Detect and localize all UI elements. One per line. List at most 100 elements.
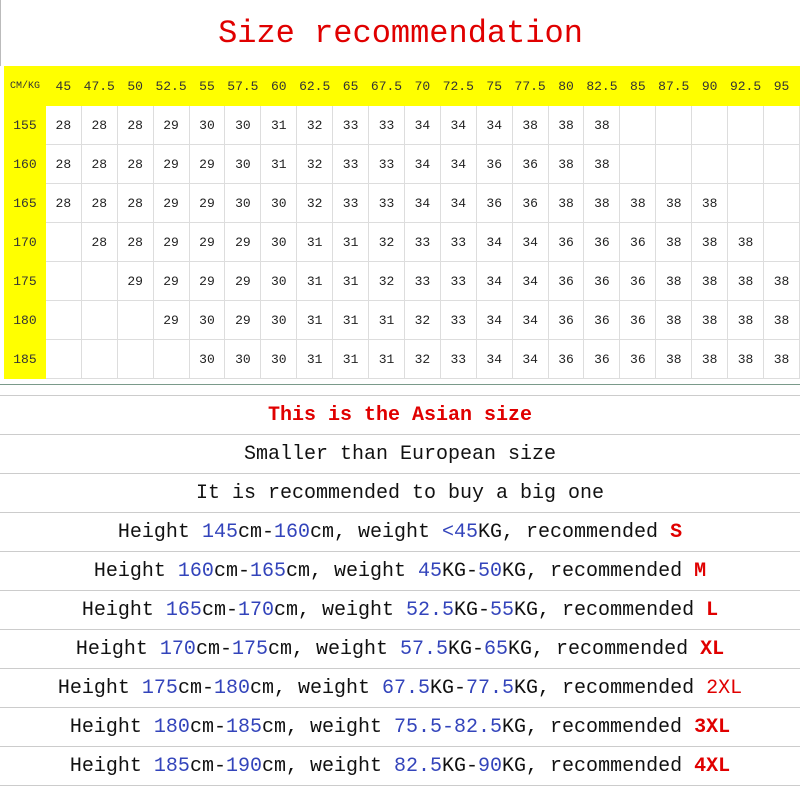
note-segment: 185 — [225, 715, 262, 739]
table-row: 160 28 28 28 29 29 30 31 32 33 33 34 34 36 36 38 38 — [4, 144, 800, 184]
size-cell: 29 — [188, 144, 226, 184]
size-cell: 33 — [439, 261, 477, 301]
note-segment: KG- — [454, 598, 491, 622]
size-cell: 34 — [511, 261, 549, 301]
size-cell — [691, 105, 729, 145]
size-cell: 29 — [224, 261, 262, 301]
size-cell: 30 — [188, 300, 226, 340]
size-cell: 38 — [547, 144, 585, 184]
size-cell: 38 — [655, 183, 693, 223]
size-cell: 30 — [224, 183, 262, 223]
table-row: 185 30 30 30 31 31 31 32 33 34 34 36 36 36 38 38 38 38 — [4, 339, 800, 379]
note-segment: KG, recommended — [502, 715, 695, 739]
size-cell: 34 — [475, 300, 513, 340]
note-segment: 170 — [159, 637, 196, 661]
size-cell: 36 — [619, 300, 657, 340]
note-segment: 90 — [478, 754, 503, 778]
size-cell: 32 — [403, 339, 441, 379]
size-cell: 38 — [727, 261, 765, 301]
size-cell: 30 — [188, 339, 226, 379]
size-cell — [691, 144, 729, 184]
size-cell: 38 — [727, 222, 765, 262]
size-cell: 38 — [583, 183, 621, 223]
table-row: 180 29 30 29 30 31 31 31 32 33 34 34 36 36 36 38 38 38 38 — [4, 300, 800, 340]
size-cell: 38 — [511, 105, 549, 145]
size-table: CM/KG 45 47.5 50 52.5 55 57.5 60 62.5 65 67.5 70 72.… — [4, 66, 800, 379]
note-segment: This is the Asian size — [267, 403, 533, 427]
weight-header: 72.5 — [439, 66, 477, 106]
size-cell: 34 — [511, 222, 549, 262]
weight-header: 70 — [403, 66, 441, 106]
size-cell: 32 — [368, 222, 405, 262]
size-cell: 28 — [80, 222, 118, 262]
note-segment: cm, weight — [261, 715, 394, 739]
weight-header: 67.5 — [368, 66, 405, 106]
size-cell: 33 — [439, 339, 477, 379]
size-cell: 34 — [475, 261, 513, 301]
size-cell: 28 — [116, 105, 154, 145]
size-cell: 29 — [152, 261, 190, 301]
height-header: 170 — [4, 222, 46, 262]
size-cell: 29 — [188, 183, 226, 223]
note-segment: Height — [93, 559, 178, 583]
weight-header: 57.5 — [224, 66, 262, 106]
size-cell: 30 — [224, 339, 262, 379]
size-cell: 29 — [188, 222, 226, 262]
note-segment: 175 — [231, 637, 268, 661]
size-cell — [619, 105, 657, 145]
size-cell: 36 — [547, 261, 585, 301]
size-cell: 29 — [224, 300, 262, 340]
note-segment: Height — [69, 715, 154, 739]
size-cell — [44, 261, 82, 301]
weight-header: 55 — [188, 66, 226, 106]
note-segment: S — [670, 520, 683, 544]
note-segment: 57.5 — [400, 637, 449, 661]
size-cell: 36 — [511, 183, 549, 223]
weight-header: 80 — [547, 66, 585, 106]
note-segment: cm, weight — [249, 676, 382, 700]
size-cell: 34 — [475, 222, 513, 262]
note-segment: Smaller than European size — [243, 442, 557, 466]
table-row: 175 29 29 29 29 30 31 31 32 33 33 34 34 36 36 36 38 38 38 3… — [4, 261, 800, 301]
weight-header: 50 — [116, 66, 154, 106]
size-cell: 36 — [583, 222, 621, 262]
size-cell: 31 — [332, 222, 370, 262]
size-cell — [619, 144, 657, 184]
size-cell: 38 — [727, 300, 765, 340]
size-cell — [44, 222, 82, 262]
note-line: Height 165 cm- 170 cm, weight 52.5 KG- 55 KG, … — [0, 591, 800, 630]
size-cell: 38 — [655, 339, 693, 379]
height-header: 165 — [4, 183, 46, 223]
size-cell: 28 — [116, 183, 154, 223]
size-cell: 33 — [439, 300, 477, 340]
size-cell: 31 — [260, 144, 298, 184]
size-cell: 33 — [368, 183, 405, 223]
size-cell: 30 — [260, 261, 298, 301]
note-segment: 160 — [177, 559, 214, 583]
note-segment: 82.5 — [394, 754, 443, 778]
size-cell: 36 — [583, 261, 621, 301]
note-segment: Height — [117, 520, 202, 544]
size-cell: 38 — [655, 300, 693, 340]
size-cell: 28 — [116, 144, 154, 184]
size-cell: 29 — [152, 222, 190, 262]
size-cell: 34 — [403, 183, 441, 223]
size-cell: 30 — [260, 339, 298, 379]
size-cell — [727, 183, 765, 223]
note-segment: 2XL — [706, 676, 743, 700]
weight-header: 62.5 — [296, 66, 334, 106]
note-segment: 190 — [225, 754, 262, 778]
size-cell: 31 — [332, 261, 370, 301]
note-segment: cm- — [189, 754, 226, 778]
size-cell: 31 — [260, 105, 298, 145]
size-cell: 33 — [332, 105, 370, 145]
note-segment: cm- — [213, 559, 250, 583]
size-cell: 38 — [655, 261, 693, 301]
table-row: 170 28 28 29 29 29 30 31 31 32 33 33 34 34 36 36 36 38 38 3… — [4, 222, 800, 262]
note-segment: 165 — [165, 598, 202, 622]
note-segment: KG, recommended — [478, 520, 671, 544]
note-segment: cm, weight — [261, 754, 394, 778]
size-cell: 33 — [332, 183, 370, 223]
note-segment: Height — [81, 598, 166, 622]
note-segment: 3XL — [694, 715, 731, 739]
